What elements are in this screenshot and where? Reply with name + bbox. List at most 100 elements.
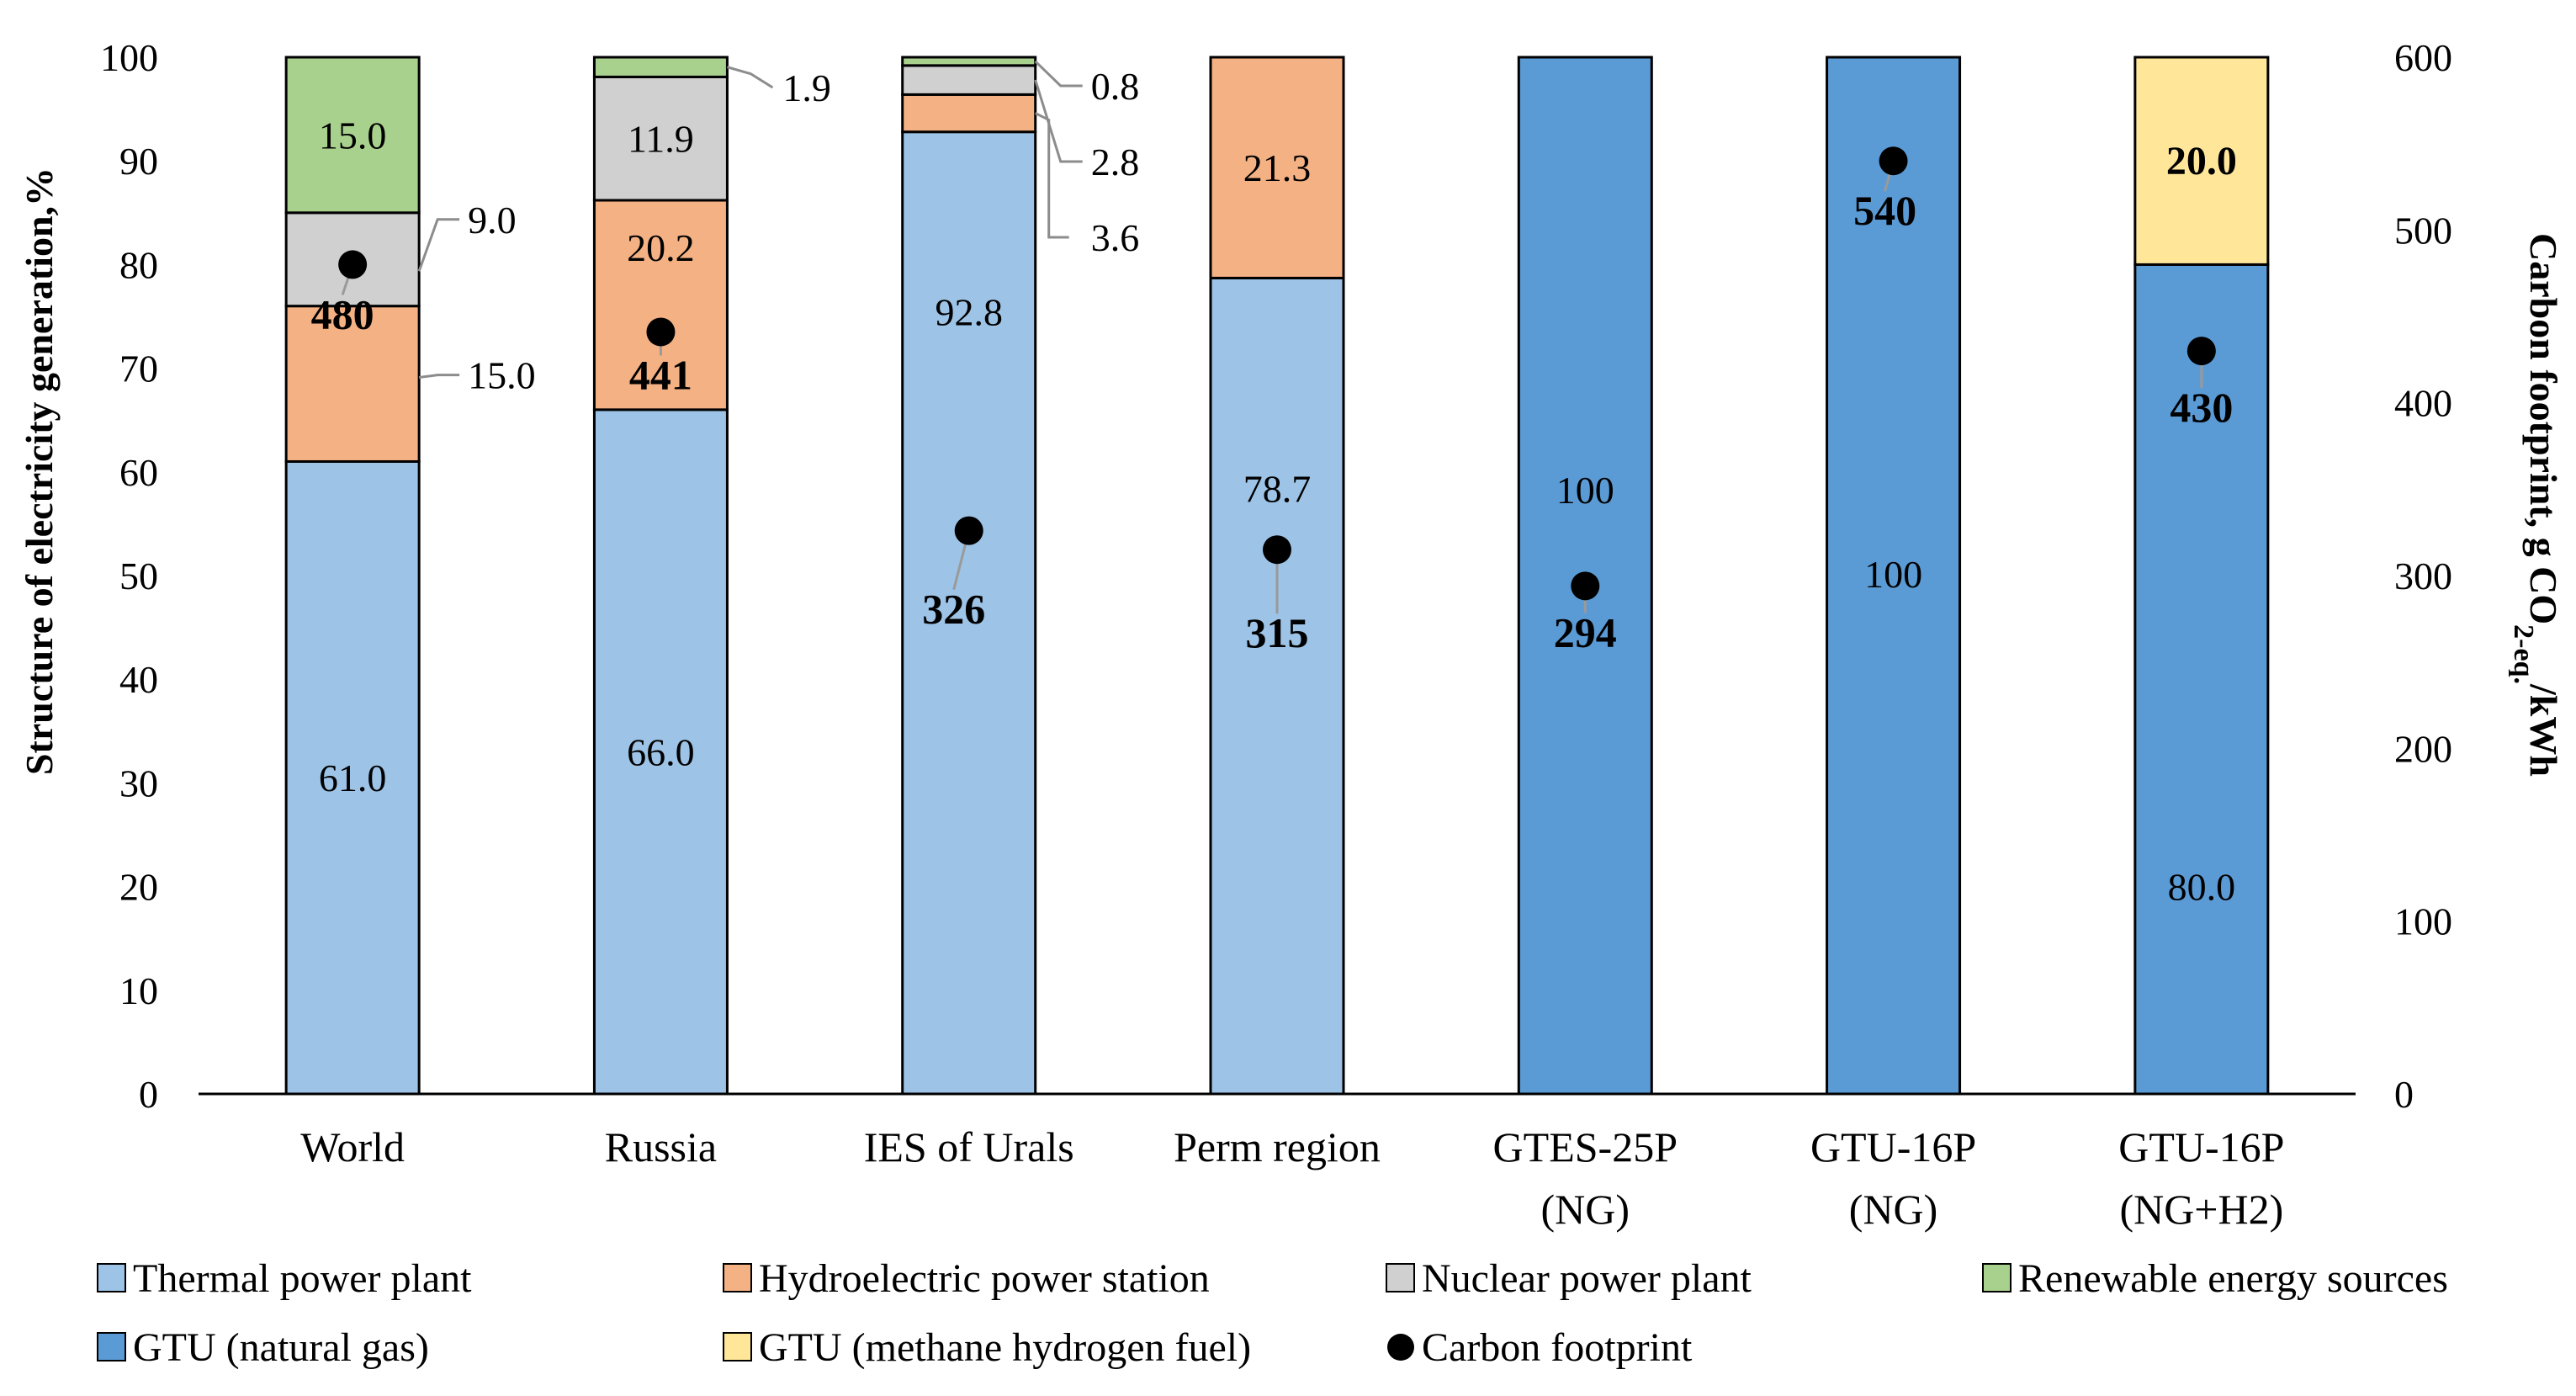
category-label: (NG) bbox=[1541, 1186, 1630, 1233]
category-label: IES of Urals bbox=[864, 1123, 1074, 1170]
data-label-hydro: 15.0 bbox=[468, 354, 536, 397]
data-label-gtu_ng: 80.0 bbox=[2168, 865, 2236, 908]
legend-label-hydro: Hydroelectric power station bbox=[759, 1256, 1210, 1301]
leader-line bbox=[727, 66, 774, 89]
bar-segment-hydro bbox=[1209, 56, 1345, 279]
carbon-footprint-point bbox=[1879, 146, 1908, 176]
category-label: (NG+H2) bbox=[2119, 1186, 2283, 1233]
y-tick-label: 20 bbox=[119, 866, 158, 909]
y-tick-label: 70 bbox=[119, 348, 158, 390]
data-label-thermal: 92.8 bbox=[935, 291, 1003, 334]
carbon-footprint-label: 441 bbox=[629, 351, 692, 398]
y-axis-title: Structure of electricity generation,% bbox=[18, 167, 61, 775]
y2-tick-label: 100 bbox=[2394, 900, 2452, 943]
bar-segment-nuclear bbox=[592, 75, 729, 202]
legend-label-renewable: Renewable energy sources bbox=[2018, 1256, 2448, 1301]
y2-tick-label: 200 bbox=[2394, 727, 2452, 770]
legend-marker-hydro bbox=[723, 1263, 752, 1292]
leader-line bbox=[1034, 79, 1083, 163]
bar-segment-gtu_h2 bbox=[2133, 56, 2270, 266]
y2-tick-label: 600 bbox=[2394, 36, 2452, 79]
y-tick-label: 100 bbox=[100, 36, 158, 79]
bar-segment-renewable bbox=[284, 56, 421, 215]
bar-segment-thermal bbox=[901, 130, 1037, 1096]
data-label-hydro: 3.6 bbox=[1091, 216, 1140, 259]
y2-axis-title-end: /kWh bbox=[2522, 683, 2565, 777]
bar-segment-nuclear bbox=[901, 64, 1037, 96]
carbon-footprint-label: 430 bbox=[2170, 384, 2233, 431]
data-label-gtu_ng: 100 bbox=[1556, 469, 1614, 512]
y-tick-label: 90 bbox=[119, 140, 158, 183]
data-label-renewable: 15.0 bbox=[319, 114, 387, 157]
carbon-footprint-point bbox=[2186, 337, 2216, 366]
bar-segment-hydro bbox=[901, 93, 1037, 134]
y-tick-label: 30 bbox=[119, 762, 158, 804]
legend-label-gtu_h2: GTU (methane hydrogen fuel) bbox=[759, 1325, 1251, 1370]
legend-marker-gtu_ng bbox=[97, 1332, 126, 1361]
data-label-gtu_h2: 20.0 bbox=[2166, 139, 2237, 183]
legend: Thermal power plant Hydroelectric power s… bbox=[97, 1256, 2448, 1370]
legend-marker-thermal bbox=[97, 1263, 126, 1292]
category-label: World bbox=[300, 1123, 405, 1170]
y2-tick-label: 300 bbox=[2394, 555, 2452, 597]
data-label-hydro: 20.2 bbox=[627, 226, 695, 269]
y2-tick-label: 400 bbox=[2394, 382, 2452, 425]
legend-label-nuclear: Nuclear power plant bbox=[1422, 1256, 1752, 1301]
bar-segment-renewable bbox=[901, 56, 1037, 67]
y-tick-label: 40 bbox=[119, 658, 158, 701]
data-label-renewable: 0.8 bbox=[1091, 65, 1140, 108]
y2-axis-title-main: Carbon footprint, g CO bbox=[2522, 233, 2565, 624]
carbon-footprint-label: 315 bbox=[1246, 609, 1309, 656]
carbon-footprint-label: 294 bbox=[1554, 608, 1617, 656]
legend-marker-footprint bbox=[1387, 1334, 1414, 1361]
y-tick-label: 80 bbox=[119, 243, 158, 286]
data-label-hydro: 21.3 bbox=[1243, 146, 1312, 189]
legend-label-thermal: Thermal power plant bbox=[133, 1256, 472, 1301]
leader-line bbox=[1035, 112, 1069, 239]
data-label-nuclear: 11.9 bbox=[628, 118, 694, 161]
y2-tick-label: 500 bbox=[2394, 209, 2452, 252]
legend-marker-gtu_h2 bbox=[723, 1332, 752, 1361]
carbon-footprint-point bbox=[338, 250, 368, 279]
leader-line bbox=[417, 218, 460, 272]
data-label-thermal: 66.0 bbox=[627, 730, 695, 773]
category-label: (NG) bbox=[1849, 1186, 1938, 1233]
carbon-footprint-point bbox=[954, 516, 983, 545]
category-label: Perm region bbox=[1174, 1123, 1381, 1170]
y-tick-label: 60 bbox=[119, 451, 158, 494]
category-label: GTU-16P bbox=[2118, 1123, 2284, 1170]
data-label-nuclear: 9.0 bbox=[468, 199, 517, 242]
ticks-layer: 0 10 20 30 40 50 60 70 80 90 100 0 100 200 300 400 500 60… bbox=[100, 36, 2452, 1233]
data-label-thermal: 78.7 bbox=[1243, 467, 1312, 510]
bar-segment-hydro bbox=[284, 305, 421, 463]
bar-segment-renewable bbox=[592, 56, 729, 78]
data-label-nuclear: 2.8 bbox=[1091, 141, 1140, 183]
category-label: GTES-25P bbox=[1493, 1123, 1678, 1170]
bar-segment-thermal bbox=[1209, 276, 1345, 1096]
y2-tick-label: 0 bbox=[2394, 1073, 2414, 1116]
legend-label-gtu_ng: GTU (natural gas) bbox=[133, 1325, 429, 1370]
data-label-renewable: 1.9 bbox=[782, 66, 831, 109]
bar-segment-gtu_ng bbox=[1826, 56, 1962, 1096]
carbon-footprint-label: 540 bbox=[1853, 187, 1916, 234]
legend-marker-renewable bbox=[1982, 1263, 2012, 1292]
legend-marker-nuclear bbox=[1386, 1263, 1415, 1292]
bar-segment-hydro bbox=[592, 199, 729, 411]
bar-segment-thermal bbox=[592, 408, 729, 1096]
leader-line bbox=[1034, 60, 1083, 88]
carbon-footprint-label: 326 bbox=[922, 586, 985, 633]
y-tick-label: 50 bbox=[119, 555, 158, 597]
y2-axis-title: Carbon footprint, g CO2-eq./kWh bbox=[2509, 233, 2566, 777]
carbon-footprint-point bbox=[1263, 535, 1291, 565]
carbon-footprint-point bbox=[646, 317, 676, 347]
carbon-footprint-layer: 480 441 326 315 294 540 430 bbox=[311, 146, 2233, 656]
carbon-footprint-point bbox=[1571, 571, 1600, 601]
category-label: Russia bbox=[605, 1123, 717, 1170]
y-tick-label: 10 bbox=[119, 969, 158, 1012]
bar-segment-thermal bbox=[284, 459, 421, 1096]
y-tick-label: 0 bbox=[139, 1073, 158, 1116]
data-label-gtu_ng: 100 bbox=[1864, 553, 1922, 596]
legend-label-footprint: Carbon footprint bbox=[1422, 1325, 1693, 1370]
leader-line bbox=[418, 374, 460, 379]
